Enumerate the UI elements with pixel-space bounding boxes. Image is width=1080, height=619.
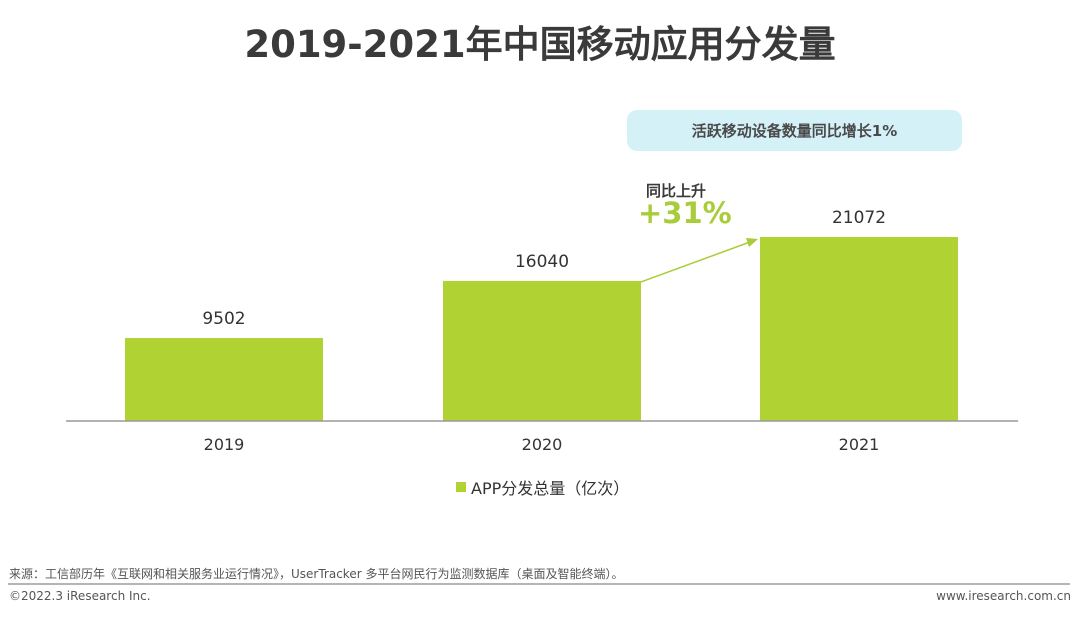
bar-2021 (760, 237, 958, 421)
device-growth-callout: 活跃移动设备数量同比增长1% (627, 110, 962, 151)
copyright: ©2022.3 iResearch Inc. (9, 589, 151, 603)
growth-arrow-line (640, 241, 751, 283)
growth-value: +31% (638, 196, 732, 230)
data-label-2019: 9502 (202, 309, 245, 329)
bar-2019 (125, 338, 323, 421)
footer-divider (8, 583, 1070, 585)
bar-2020 (443, 280, 641, 421)
legend-swatch (456, 482, 466, 492)
source-note: 来源：工信部历年《互联网和相关服务业运行情况》，UserTracker 多平台网… (9, 567, 624, 581)
chart-title: 2019-2021年中国移动应用分发量 (244, 23, 836, 66)
growth-arrow-head-icon (746, 238, 758, 247)
x-tick-label-2019: 2019 (204, 435, 245, 454)
data-label-2021: 21072 (832, 208, 886, 228)
legend-label: APP分发总量（亿次） (471, 479, 630, 498)
x-tick-label-2020: 2020 (522, 435, 563, 454)
legend: APP分发总量（亿次） (456, 475, 629, 499)
x-tick-label-2021: 2021 (839, 435, 880, 454)
data-label-2020: 16040 (515, 252, 569, 272)
website: www.iresearch.com.cn (936, 589, 1071, 603)
growth-label: 同比上升 (646, 182, 707, 200)
